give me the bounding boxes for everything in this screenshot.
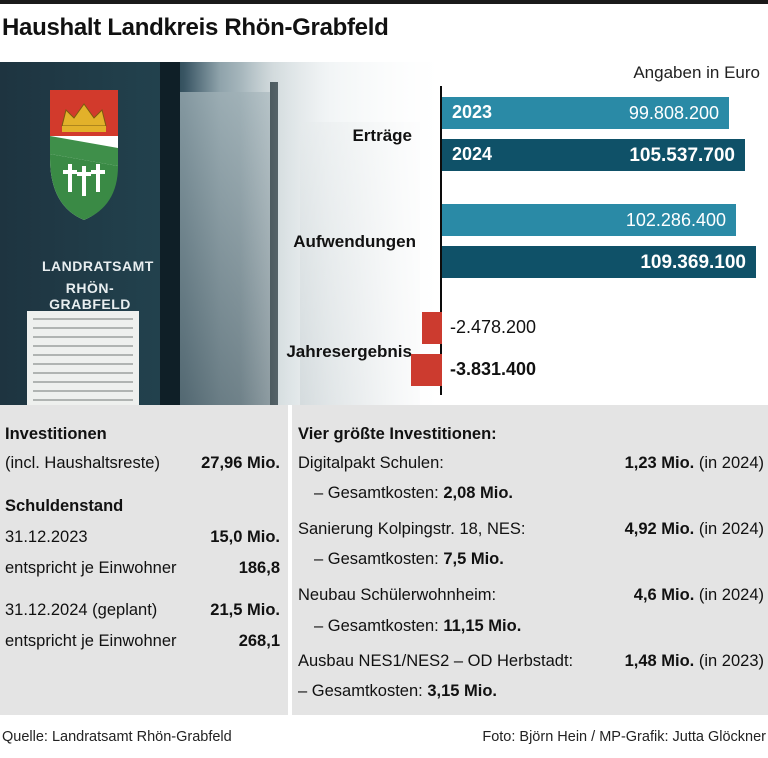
schuldenstand-row-label: 31.12.2024 (geplant) bbox=[5, 601, 158, 619]
bar-2024-2 bbox=[411, 354, 442, 386]
page-title: Haushalt Landkreis Rhön-Grabfeld bbox=[2, 14, 389, 41]
investitionen-label: (incl. Haushaltsreste) bbox=[5, 454, 160, 472]
schuldenstand-heading: Schuldenstand bbox=[5, 497, 124, 515]
schuldenstand-row-value: 186,8 bbox=[238, 559, 280, 577]
investment-list-heading: Vier größte Investitionen: bbox=[298, 425, 497, 443]
investment-name: Neubau Schülerwohnheim: bbox=[298, 586, 497, 604]
investitionen-heading: Investitionen bbox=[5, 425, 107, 443]
investment-amount-value: 4,92 Mio. bbox=[624, 520, 695, 538]
investment-total-cost: – Gesamtkosten: 3,15 Mio. bbox=[298, 682, 497, 701]
sign-line-2: RHÖN-GRABFELD bbox=[49, 280, 131, 312]
investment-amount-value: 1,23 Mio. bbox=[624, 454, 695, 472]
total-cost-label: – Gesamtkosten: bbox=[298, 682, 423, 700]
investment-name: Digitalpakt Schulen: bbox=[298, 454, 444, 472]
investment-amount-value: 1,48 Mio. bbox=[624, 652, 695, 670]
investment-amount: 4,6 Mio. (in 2024) bbox=[634, 586, 764, 605]
bar-value-label: -2.478.200 bbox=[450, 317, 537, 337]
chart-axis bbox=[440, 86, 442, 395]
bar-2023-1: 102.286.400 bbox=[442, 204, 736, 236]
photo: LANDRATSAMT RHÖN-GRABFELD bbox=[0, 62, 440, 405]
bar-value-label: 99.808.200 bbox=[628, 103, 719, 123]
bar-value-label: 109.369.100 bbox=[640, 252, 746, 273]
total-cost-label: – Gesamtkosten: bbox=[314, 484, 439, 502]
total-cost-value: 2,08 Mio. bbox=[443, 484, 514, 502]
coat-of-arms-icon bbox=[50, 90, 118, 220]
investment-year: (in 2024) bbox=[698, 454, 764, 472]
investment-total-cost: – Gesamtkosten: 7,5 Mio. bbox=[314, 550, 504, 569]
schuldenstand-row-label: 31.12.2023 bbox=[5, 528, 88, 546]
investment-amount: 4,92 Mio. (in 2024) bbox=[625, 520, 764, 539]
bar-2024-0: 105.537.700 2024 bbox=[442, 139, 745, 171]
investment-amount-value: 4,6 Mio. bbox=[633, 586, 695, 604]
right-panel: Vier größte Investitionen: Digitalpakt S… bbox=[292, 405, 768, 715]
category-label-aufwendungen: Aufwendungen bbox=[293, 232, 416, 251]
top-rule bbox=[0, 0, 768, 4]
bar-2024-1: 109.369.100 bbox=[442, 246, 756, 278]
unit-note: Angaben in Euro bbox=[633, 63, 760, 82]
door-frame bbox=[160, 62, 180, 405]
schuldenstand-row-label: entspricht je Einwohner bbox=[5, 632, 177, 650]
investment-name: Sanierung Kolpingstr. 18, NES: bbox=[298, 520, 526, 538]
investitionen-value: 27,96 Mio. bbox=[201, 454, 280, 472]
bar-value-label: 105.537.700 bbox=[629, 145, 735, 166]
series-label: 2024 bbox=[452, 144, 493, 164]
investment-year: (in 2023) bbox=[698, 652, 764, 670]
bar-value-label: -3.831.400 bbox=[450, 359, 537, 379]
investment-amount: 1,48 Mio. (in 2023) bbox=[625, 652, 764, 671]
source-note: Quelle: Landratsamt Rhön-Grabfeld bbox=[2, 729, 232, 745]
category-label-ertraege: Erträge bbox=[352, 126, 412, 145]
schuldenstand-row-value: 21,5 Mio. bbox=[210, 601, 280, 619]
total-cost-label: – Gesamtkosten: bbox=[314, 617, 439, 635]
photo-fade bbox=[240, 62, 440, 405]
investment-total-cost: – Gesamtkosten: 2,08 Mio. bbox=[314, 484, 513, 503]
category-label-jahresergebnis: Jahresergebnis bbox=[286, 342, 412, 361]
bar-2023-0: 99.808.200 2023 bbox=[442, 97, 729, 129]
investment-amount: 1,23 Mio. (in 2024) bbox=[625, 454, 764, 473]
investment-name: Ausbau NES1/NES2 – OD Herbstadt: bbox=[298, 652, 574, 670]
series-label: 2023 bbox=[452, 102, 493, 122]
investment-total-cost: – Gesamtkosten: 11,15 Mio. bbox=[314, 617, 521, 636]
schuldenstand-row-value: 15,0 Mio. bbox=[210, 528, 280, 546]
left-panel: Investitionen (incl. Haushaltsreste) 27,… bbox=[0, 405, 288, 715]
schuldenstand-row-value: 268,1 bbox=[238, 632, 280, 650]
total-cost-value: 3,15 Mio. bbox=[427, 682, 498, 700]
total-cost-label: – Gesamtkosten: bbox=[314, 550, 439, 568]
bar-value-label: 102.286.400 bbox=[625, 210, 726, 230]
credit-note: Foto: Björn Hein / MP-Grafik: Jutta Glöc… bbox=[482, 729, 766, 745]
bar-2023-2 bbox=[422, 312, 442, 344]
total-cost-value: 7,5 Mio. bbox=[443, 550, 504, 568]
investment-year: (in 2024) bbox=[698, 520, 764, 538]
notice-sheet bbox=[27, 311, 139, 405]
sign-text: LANDRATSAMT RHÖN-GRABFELD bbox=[42, 258, 154, 312]
schuldenstand-row-label: entspricht je Einwohner bbox=[5, 559, 177, 577]
total-cost-value: 11,15 Mio. bbox=[443, 617, 522, 635]
sign-line-1: LANDRATSAMT bbox=[42, 258, 154, 274]
investment-year: (in 2024) bbox=[698, 586, 764, 604]
